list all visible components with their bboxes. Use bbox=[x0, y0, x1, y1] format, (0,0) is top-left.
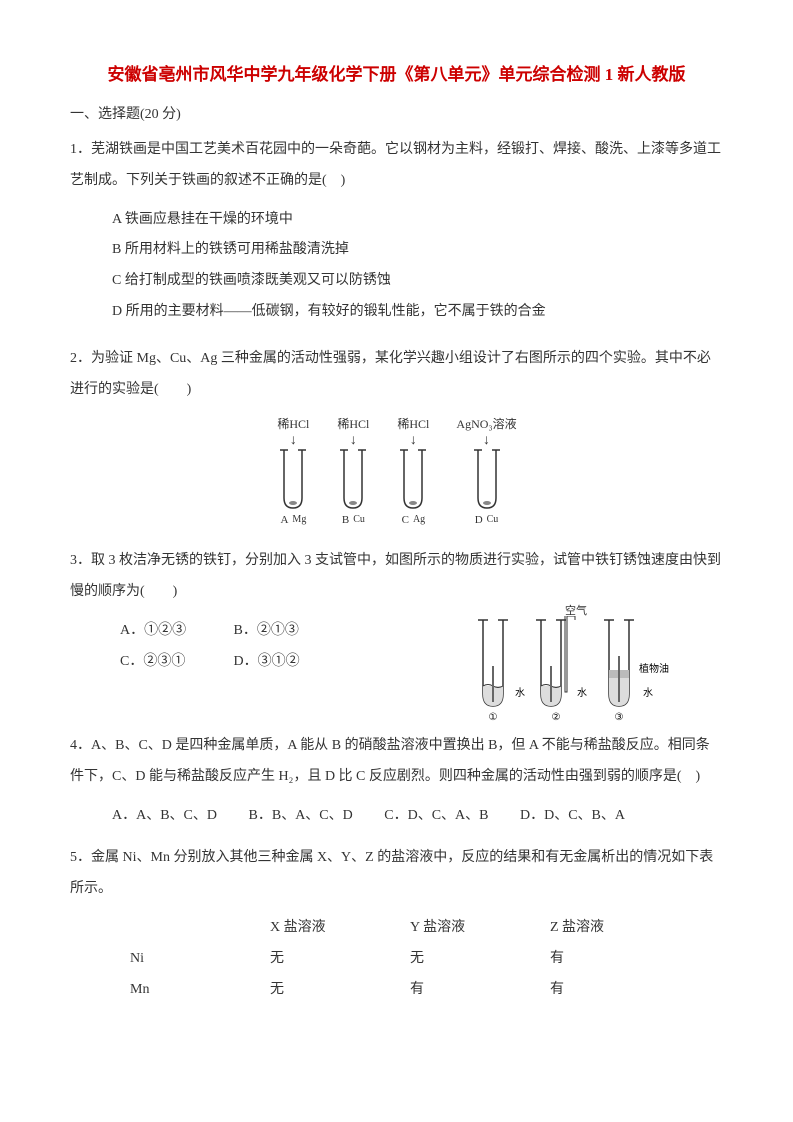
row-ni-z: 有 bbox=[550, 944, 690, 975]
table-header: X 盐溶液 Y 盐溶液 Z 盐溶液 bbox=[70, 913, 723, 944]
tube-b: 稀HCl ↓ B Cu bbox=[336, 415, 370, 526]
q3-opts-row2: C．②③① D．③①② bbox=[70, 647, 453, 678]
row-mn-z: 有 bbox=[550, 975, 690, 1006]
q3-container: A．①②③ B．②①③ C．②③① D．③①② ① 水 bbox=[70, 616, 723, 723]
tube-d-top: AgNO₃溶液 bbox=[456, 415, 516, 432]
air-label: 空气 bbox=[565, 602, 587, 618]
tube-d: AgNO₃溶液 ↓ D Cu bbox=[456, 415, 516, 526]
q4-opt-c: C．D、C、A、B bbox=[384, 808, 488, 823]
tube-a-svg bbox=[276, 448, 310, 512]
q4-stem: 4．A、B、C、D 是四种金属单质，A 能从 B 的硝酸盐溶液中置换出 B，但 … bbox=[70, 731, 723, 793]
water-label-1: 水 bbox=[515, 684, 525, 699]
q2-stem: 2．为验证 Mg、Cu、Ag 三种金属的活动性强弱，某化学兴趣小组设计了右图所示… bbox=[70, 344, 723, 406]
tube-a-metal: Mg bbox=[292, 514, 306, 525]
q3-opt-c: C．②③① bbox=[120, 647, 230, 678]
table-row: Ni 无 无 有 bbox=[70, 944, 723, 975]
arrow-icon: ↓ bbox=[290, 434, 297, 448]
th-y: Y 盐溶液 bbox=[410, 913, 550, 944]
oil-label: 植物油 bbox=[639, 660, 669, 675]
tube-a-top: 稀HCl bbox=[277, 415, 309, 432]
th-x: X 盐溶液 bbox=[270, 913, 410, 944]
tube-b-metal: Cu bbox=[353, 514, 365, 525]
tube-c: 稀HCl ↓ C Ag bbox=[396, 415, 430, 526]
q4-opt-b: B．B、A、C、D bbox=[249, 808, 353, 823]
q4-opt-d: D．D、C、B、A bbox=[520, 808, 625, 823]
table-row: Mn 无 有 有 bbox=[70, 975, 723, 1006]
arrow-icon: ↓ bbox=[410, 434, 417, 448]
section-header: 一、选择题(20 分) bbox=[70, 103, 723, 123]
q3-tube-1-svg bbox=[473, 616, 513, 712]
q3-opts-row1: A．①②③ B．②①③ bbox=[70, 616, 453, 647]
q3-tube-1-label: ① bbox=[489, 712, 498, 723]
q3-tube-1: ① 水 bbox=[473, 616, 513, 723]
tube-b-svg bbox=[336, 448, 370, 512]
tube-c-letter: C bbox=[402, 514, 409, 526]
q4-opt-a: A．A、B、C、D bbox=[112, 808, 217, 823]
tube-c-metal: Ag bbox=[413, 514, 425, 525]
tube-c-svg bbox=[396, 448, 430, 512]
q1-opt-b: B 所用材料上的铁锈可用稀盐酸清洗掉 bbox=[112, 235, 723, 266]
water-label-2: 水 bbox=[577, 684, 587, 699]
tube-c-top: 稀HCl bbox=[397, 415, 429, 432]
q1-opt-d: D 所用的主要材料——低碳钢，有较好的锻轧性能，它不属于铁的合金 bbox=[112, 297, 723, 328]
page-title: 安徽省亳州市风华中学九年级化学下册《第八单元》单元综合检测 1 新人教版 bbox=[70, 60, 723, 85]
q3-opt-b: B．②①③ bbox=[234, 623, 299, 638]
row-mn-x: 无 bbox=[270, 975, 410, 1006]
row-mn-label: Mn bbox=[70, 975, 270, 1006]
q3-tube-3-svg bbox=[599, 616, 639, 712]
tube-a-letter: A bbox=[280, 514, 288, 526]
q3-opt-a: A．①②③ bbox=[120, 616, 230, 647]
q3-opt-d: D．③①② bbox=[234, 654, 300, 669]
q3-tube-3-label: ③ bbox=[615, 712, 624, 723]
th-z: Z 盐溶液 bbox=[550, 913, 690, 944]
water-label-3: 水 bbox=[643, 684, 653, 699]
q1-options: A 铁画应悬挂在干燥的环境中 B 所用材料上的铁锈可用稀盐酸清洗掉 C 给打制成… bbox=[70, 205, 723, 328]
q3-stem: 3．取 3 枚洁净无锈的铁钉，分别加入 3 支试管中，如图所示的物质进行实验，试… bbox=[70, 546, 723, 608]
tube-a: 稀HCl ↓ A Mg bbox=[276, 415, 310, 526]
row-ni-y: 无 bbox=[410, 944, 550, 975]
tube-b-letter: B bbox=[342, 514, 349, 526]
q3-tube-3: ③ 植物油 水 bbox=[599, 616, 639, 723]
q3-tube-2-label: ② bbox=[552, 712, 561, 723]
q2-diagram: 稀HCl ↓ A Mg 稀HCl ↓ B bbox=[70, 415, 723, 526]
row-ni-x: 无 bbox=[270, 944, 410, 975]
arrow-icon: ↓ bbox=[350, 434, 357, 448]
q3-diagram: ① 水 空气 ② 水 bbox=[473, 616, 723, 723]
tube-d-svg bbox=[470, 448, 504, 512]
q3-tube-2: 空气 ② 水 bbox=[531, 616, 581, 723]
q4-options: A．A、B、C、D B．B、A、C、D C．D、C、A、B D．D、C、B、A bbox=[70, 801, 723, 832]
tube-d-letter: D bbox=[475, 514, 483, 526]
q5-stem: 5．金属 Ni、Mn 分别放入其他三种金属 X、Y、Z 的盐溶液中，反应的结果和… bbox=[70, 843, 723, 905]
q2-stem-text: 2．为验证 Mg、Cu、Ag 三种金属的活动性强弱，某化学兴趣小组设计了右图所示… bbox=[70, 351, 711, 397]
th-empty bbox=[70, 913, 270, 944]
row-ni-label: Ni bbox=[70, 944, 270, 975]
q5-table: X 盐溶液 Y 盐溶液 Z 盐溶液 Ni 无 无 有 Mn 无 有 有 bbox=[70, 913, 723, 1005]
q1-opt-a: A 铁画应悬挂在干燥的环境中 bbox=[112, 205, 723, 236]
row-mn-y: 有 bbox=[410, 975, 550, 1006]
tube-d-metal: Cu bbox=[487, 514, 499, 525]
q3-tube-2-svg bbox=[531, 616, 581, 712]
q1-stem: 1．芜湖铁画是中国工艺美术百花园中的一朵奇葩。它以钢材为主料，经锻打、焊接、酸洗… bbox=[70, 135, 723, 197]
tube-b-top: 稀HCl bbox=[337, 415, 369, 432]
arrow-icon: ↓ bbox=[483, 434, 490, 448]
q1-opt-c: C 给打制成型的铁画喷漆既美观又可以防锈蚀 bbox=[112, 266, 723, 297]
